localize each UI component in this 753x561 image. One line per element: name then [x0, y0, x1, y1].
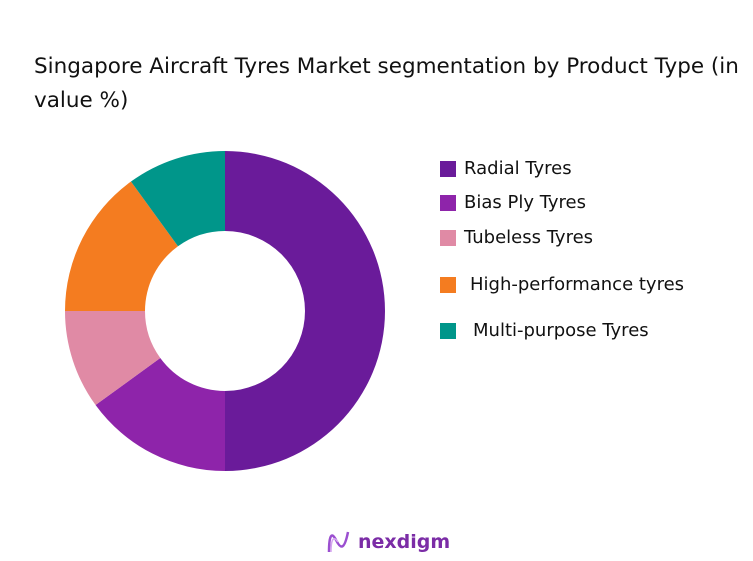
slice-bias-ply-tyres [95, 358, 225, 472]
legend-label: Radial Tyres [464, 158, 572, 179]
legend-swatch [440, 276, 456, 293]
legend-label: Multi-purpose Tyres [473, 320, 649, 341]
legend-item: Bias Ply Tyres [440, 192, 586, 213]
legend-label: Bias Ply Tyres [464, 192, 587, 213]
slice-multi-purpose-tyres [130, 151, 225, 247]
legend-swatch [440, 194, 456, 211]
logo-text: nexdigm [358, 531, 451, 553]
slice-high-performance-tyres [65, 181, 178, 311]
slice-tubeless-tyres [65, 311, 161, 406]
legend-swatch [440, 322, 456, 339]
nexdigm-logo-icon [327, 531, 350, 553]
slice-radial-tyres [225, 151, 385, 471]
chart-title: Singapore Aircraft Tyres Market segmenta… [34, 54, 739, 113]
logo: nexdigm [326, 530, 450, 554]
legend-swatch [440, 229, 456, 246]
legend-label: High-performance tyres [470, 274, 685, 295]
legend-item: Tubeless Tyres [440, 227, 593, 248]
legend-label: Tubeless Tyres [464, 227, 594, 248]
legend-swatch [440, 160, 456, 177]
legend-item: Radial Tyres [440, 158, 572, 179]
legend-item: High-performance tyres [440, 274, 684, 295]
legend-item: Multi-purpose Tyres [440, 320, 649, 341]
